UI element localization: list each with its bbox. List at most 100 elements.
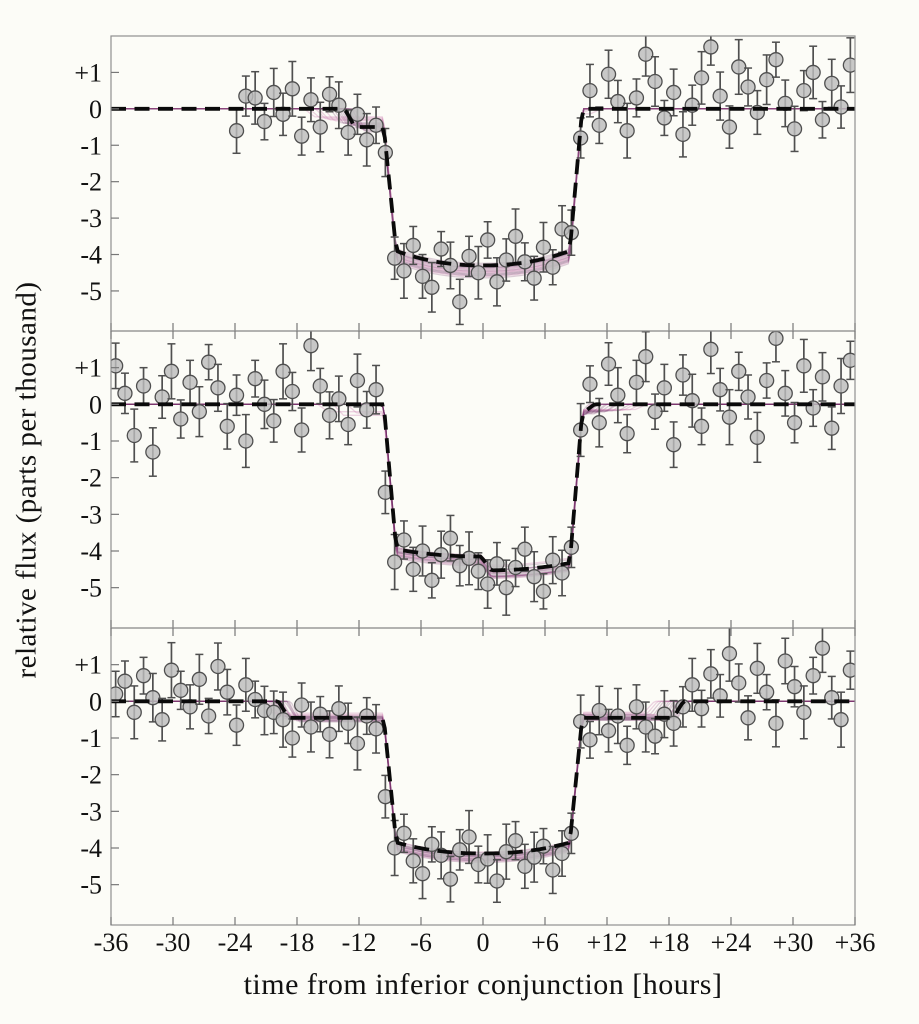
y-tick-label: -3 [80, 204, 102, 233]
flux-data-point [712, 382, 728, 398]
posterior-sample-curve [111, 108, 855, 275]
y-tick-label: -2 [80, 761, 102, 790]
flux-data-point [359, 402, 375, 418]
flux-data-point [442, 871, 459, 887]
flux-data-point [256, 113, 273, 130]
posterior-sample-curve [111, 700, 855, 855]
flux-data-point [266, 413, 282, 429]
posterior-sample-curve [111, 700, 855, 858]
flux-data-point [833, 712, 849, 728]
flux-data-point [470, 563, 487, 579]
flux-data-point [173, 411, 189, 427]
flux-data-point [321, 86, 338, 102]
flux-data-point [368, 382, 384, 398]
flux-data-point [163, 662, 180, 678]
x-tick-label: -30 [156, 928, 191, 957]
flux-data-point [135, 378, 152, 394]
x-axis-title: time from inferior conjunction [hours] [243, 968, 723, 1001]
flux-data-point [479, 576, 496, 592]
posterior-sample-curve [111, 700, 855, 863]
flux-data-point [238, 433, 254, 449]
flux-data-point [154, 389, 170, 405]
flux-data-point [228, 387, 245, 403]
flux-data-point [424, 279, 440, 295]
flux-data-point [759, 72, 775, 88]
flux-data-point [340, 124, 356, 141]
x-tick-label: +36 [835, 928, 876, 957]
flux-data-point [303, 338, 319, 354]
x-tick-label: +18 [649, 928, 690, 957]
flux-data-point [331, 391, 347, 407]
flux-data-point [210, 658, 226, 675]
y-tick-label: +1 [74, 651, 102, 680]
flux-data-point [703, 666, 719, 682]
posterior-sample-curve [111, 700, 855, 856]
flux-data-point [396, 263, 412, 279]
flux-data-point [638, 719, 654, 735]
flux-data-point [349, 372, 366, 389]
flux-data-point [303, 719, 319, 735]
truth-model-dashed-line [111, 699, 855, 856]
posterior-sample-curve [111, 108, 855, 279]
flux-data-point [293, 697, 310, 713]
flux-data-point [479, 232, 496, 248]
x-tick-label: +24 [711, 928, 752, 957]
flux-data-point [693, 418, 710, 434]
flux-data-point [368, 721, 384, 737]
posterior-sample-curve [111, 700, 855, 856]
flux-data-point [684, 677, 700, 693]
flux-data-point [554, 565, 570, 581]
flux-data-point [628, 374, 645, 390]
flux-data-point [396, 532, 412, 548]
flux-data-point [173, 682, 189, 698]
flux-data-point [545, 552, 561, 568]
flux-data-point [433, 241, 449, 257]
flux-data-point [721, 119, 738, 135]
flux-data-point [535, 239, 552, 255]
posterior-sample-curve [111, 700, 855, 859]
posterior-sample-curve [111, 108, 855, 272]
y-tick-label: +1 [74, 58, 102, 87]
posterior-sample-curve [111, 108, 855, 277]
y-tick-label: -4 [80, 834, 102, 863]
flux-data-point [386, 250, 403, 266]
posterior-sample-curve [111, 108, 855, 278]
flux-data-point [805, 668, 821, 684]
flux-data-point [591, 117, 607, 133]
flux-data-point [228, 123, 245, 139]
flux-data-point [275, 363, 291, 379]
flux-data-point [814, 112, 831, 128]
y-tick-label: -1 [80, 427, 102, 456]
flux-data-point [656, 380, 672, 396]
flux-data-point [600, 66, 617, 82]
x-tick-label: +12 [587, 928, 628, 957]
flux-data-point [582, 376, 598, 392]
flux-data-point [154, 712, 170, 728]
y-tick-label: -5 [80, 574, 102, 603]
flux-data-point [703, 39, 719, 55]
flux-data-point [814, 640, 831, 656]
flux-data-point [638, 349, 654, 365]
posterior-sample-curve [111, 700, 855, 857]
flux-data-point [312, 378, 328, 394]
flux-data-point [219, 684, 235, 700]
x-tick-label: -6 [410, 928, 432, 957]
panel-1 [111, 36, 855, 326]
flux-data-point [610, 387, 626, 403]
posterior-sample-curve [111, 108, 855, 276]
y-tick-label: -5 [80, 277, 102, 306]
panel-border [110, 35, 856, 332]
flux-data-point [814, 369, 831, 385]
flux-data-point [405, 853, 421, 869]
flux-data-point [777, 653, 793, 669]
flux-data-point [591, 702, 607, 719]
flux-data-point [117, 673, 133, 689]
flux-data-point [228, 717, 245, 733]
flux-data-point [200, 354, 217, 370]
y-tick-label: -1 [80, 131, 102, 160]
y-tick-label: -2 [80, 464, 102, 493]
flux-data-point [768, 52, 784, 68]
flux-data-point [600, 723, 617, 739]
y-tick-label: -3 [80, 500, 102, 529]
